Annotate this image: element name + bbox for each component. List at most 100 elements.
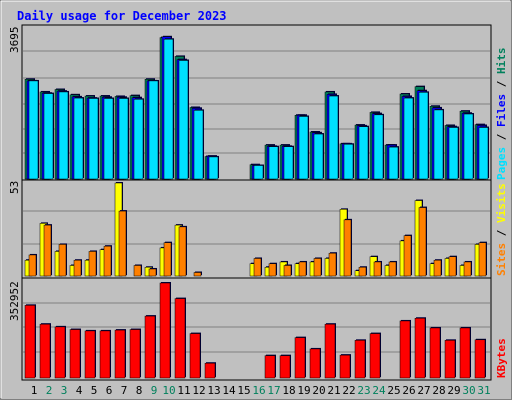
x-tick-label: 30: [462, 384, 475, 397]
pages-bar: [193, 110, 204, 180]
sites-bar: [373, 261, 382, 277]
kbytes-bar: [369, 333, 381, 379]
hits-y-tick-label: 3695: [8, 27, 21, 54]
kbytes-bar: [474, 339, 486, 379]
legend-sites: Sites: [495, 243, 508, 276]
pages-bar: [148, 80, 159, 180]
legend-separator: /: [495, 223, 508, 243]
pages-bar: [118, 98, 129, 180]
legend-hits: Hits: [495, 48, 508, 75]
x-tick-label: 17: [267, 384, 280, 397]
pages-bar: [358, 126, 369, 180]
x-tick-label: 27: [417, 384, 430, 397]
x-tick-label: 26: [402, 384, 415, 397]
x-tick-label: 18: [282, 384, 295, 397]
sites-bar: [178, 226, 187, 277]
x-tick-label: 10: [162, 384, 175, 397]
x-tick-label: 29: [447, 384, 460, 397]
pages-bar: [178, 60, 189, 180]
x-axis-labels: 1 2 3 4 5 6 7 8 9 10 11 12 13 14 15 16 17 18 19 20 21 22 23 24 2…: [31, 384, 491, 397]
x-tick-label: 23: [357, 384, 370, 397]
pages-bar: [163, 38, 174, 180]
sites-bar: [73, 259, 82, 277]
sites-bar: [343, 219, 352, 277]
sites-bar: [133, 265, 142, 277]
pages-bar: [343, 144, 354, 180]
kbytes-bar: [354, 340, 366, 379]
x-tick-label: 22: [342, 384, 355, 397]
sites-bar: [163, 242, 172, 277]
sites-bar: [313, 258, 322, 277]
pages-bar: [313, 133, 324, 180]
sites-bar: [43, 224, 52, 277]
legends: Pages / Files / Hits Sites / Visits KBytes: [495, 48, 508, 379]
x-tick-label: 8: [136, 384, 143, 397]
x-tick-label: 6: [106, 384, 113, 397]
sites-bar: [433, 259, 442, 277]
x-tick-label: 16: [252, 384, 265, 397]
x-tick-label: 12: [192, 384, 205, 397]
sites-bar: [358, 266, 367, 277]
pages-bar: [103, 98, 114, 180]
sites-bar: [463, 261, 472, 277]
kbytes-y-tick-label: 352952: [8, 281, 21, 321]
kbytes-bar: [204, 362, 216, 379]
pages-bar: [373, 114, 384, 180]
kbytes-bar: [429, 327, 441, 379]
pages-bar: [43, 93, 54, 180]
kbytes-bar: [129, 329, 141, 379]
x-tick-label: 20: [312, 384, 325, 397]
kbytes-bar: [339, 354, 351, 379]
legend-group: KBytes: [495, 338, 508, 378]
kbytes-bar: [69, 329, 81, 379]
pages-bar: [298, 116, 309, 180]
sites-bar: [283, 265, 292, 277]
pages-bar: [478, 127, 489, 180]
legend-text: KBytes: [495, 338, 508, 378]
x-tick-label: 13: [207, 384, 220, 397]
kbytes-bar: [324, 323, 336, 379]
kbytes-bar: [159, 282, 171, 379]
sites-bar: [448, 256, 457, 277]
x-tick-label: 2: [46, 384, 53, 397]
kbytes-bar: [99, 330, 111, 379]
chart-title: Daily usage for December 2023: [17, 9, 227, 23]
sites-bar: [58, 244, 67, 277]
x-tick-label: 21: [327, 384, 340, 397]
legend-group: Pages / Files / Hits: [495, 48, 508, 181]
x-tick-label: 5: [91, 384, 98, 397]
kbytes-bar: [279, 355, 291, 379]
x-tick-label: 25: [387, 384, 400, 397]
kbytes-bar: [24, 305, 36, 379]
pages-bar: [433, 109, 444, 180]
sites-bar: [28, 254, 37, 277]
x-tick-label: 4: [76, 384, 83, 397]
pages-bar: [28, 80, 39, 180]
legend-visits: Visits: [495, 183, 508, 223]
legend-kbytes: KBytes: [495, 338, 508, 378]
x-tick-label: 24: [372, 384, 386, 397]
x-tick-label: 15: [237, 384, 250, 397]
sites-bar: [148, 268, 157, 277]
legend-separator: /: [495, 74, 508, 94]
kbytes-bar: [294, 337, 306, 379]
pages-bar: [328, 95, 339, 180]
x-tick-label: 9: [151, 384, 158, 397]
sites-bar: [88, 251, 97, 277]
x-tick-label: 1: [31, 384, 38, 397]
kbytes-bar: [39, 323, 51, 379]
pages-bar: [463, 113, 474, 180]
pages-bar: [208, 156, 219, 180]
legend-files: Files: [495, 94, 508, 127]
visits-y-tick-label: 53: [8, 181, 21, 194]
x-tick-label: 7: [121, 384, 128, 397]
pages-bar: [133, 99, 144, 180]
legend-pages: Pages: [495, 147, 508, 180]
sites-bar: [418, 207, 427, 277]
x-tick-label: 3: [61, 384, 68, 397]
pages-bar: [448, 127, 459, 180]
legend-text: Sites / Visits: [495, 183, 508, 276]
kbytes-bar: [264, 355, 276, 379]
kbytes-bar: [309, 348, 321, 379]
